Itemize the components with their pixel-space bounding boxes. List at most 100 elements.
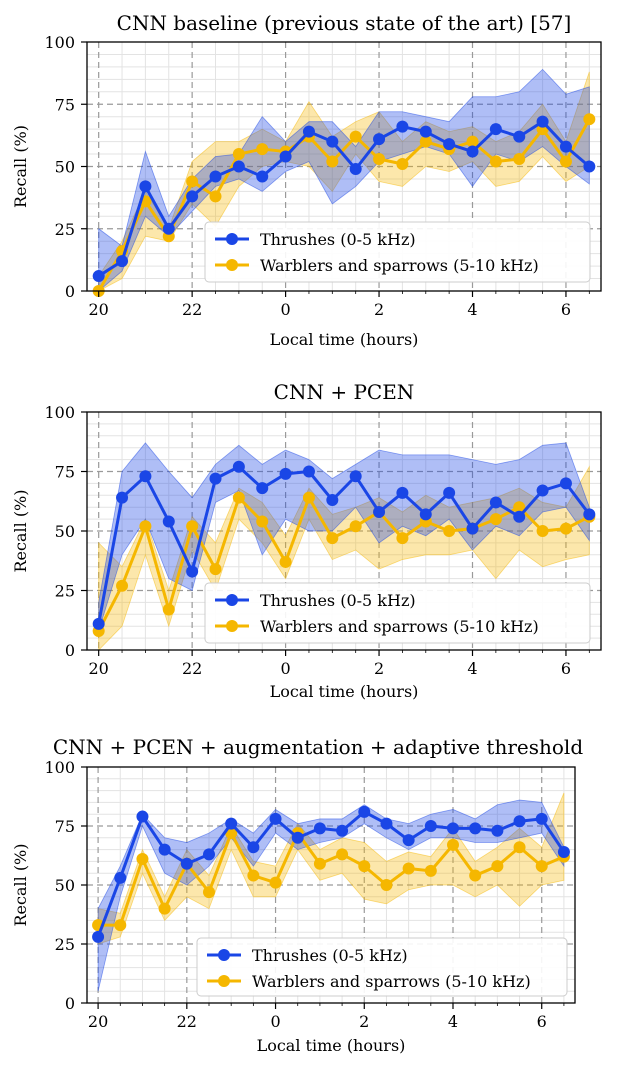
x-tick-label: 0 [280, 300, 290, 319]
data-point-thrushes [358, 805, 371, 818]
data-point-thrushes [557, 845, 570, 858]
data-point-warblers [513, 153, 526, 166]
x-axis-label: Local time (hours) [270, 682, 419, 701]
chart-title: CNN + PCEN + augmentation + adaptive thr… [53, 735, 583, 759]
data-point-warblers [491, 860, 504, 873]
data-point-thrushes [424, 820, 437, 832]
data-point-thrushes [269, 812, 282, 825]
series-line-warblers [97, 496, 590, 632]
data-point-thrushes [326, 135, 339, 148]
data-point-warblers [513, 841, 526, 854]
legend-marker [226, 620, 238, 632]
data-point-warblers [396, 532, 409, 545]
data-point-thrushes [136, 810, 149, 823]
data-point-thrushes [491, 824, 504, 837]
data-point-warblers [373, 153, 386, 166]
data-point-thrushes [232, 160, 245, 173]
data-point-thrushes [92, 270, 105, 283]
legend-box [196, 937, 568, 997]
data-point-thrushes [373, 133, 386, 146]
data-point-thrushes [203, 848, 215, 861]
legend-marker [226, 233, 238, 245]
data-point-thrushes [162, 515, 175, 528]
data-point-thrushes [114, 871, 127, 884]
chart-panel-1: 20 22 0 2 4 6 0 25 50 75 100 CNN baseline (previous… [11, 11, 602, 349]
data-point-warblers [203, 886, 215, 899]
data-point-warblers [424, 864, 437, 877]
legend-label: Thrushes (0-5 kHz) [260, 230, 416, 249]
data-point-warblers [419, 135, 432, 148]
x-axis-label: Local time (hours) [257, 1036, 406, 1055]
legend-marker [226, 594, 238, 606]
data-point-warblers [489, 513, 502, 526]
data-point-warblers [136, 853, 149, 866]
x-tick-label: 6 [537, 1012, 547, 1031]
y-tick-label: 100 [44, 33, 75, 52]
confidence-band-warblers [98, 465, 590, 651]
data-point-warblers [349, 130, 362, 143]
x-tick-label: 6 [561, 300, 571, 319]
data-point-thrushes [443, 486, 456, 499]
data-point-thrushes [186, 565, 199, 578]
data-point-thrushes [326, 494, 339, 507]
data-point-warblers [256, 143, 269, 156]
y-tick-label: 0 [65, 282, 75, 301]
data-point-thrushes [583, 508, 596, 521]
data-point-warblers [209, 190, 222, 203]
data-point-warblers [302, 491, 315, 504]
y-tick-label: 25 [55, 935, 75, 954]
y-tick-label: 100 [44, 403, 75, 422]
series-line-thrushes [97, 120, 591, 278]
data-point-thrushes [513, 815, 526, 828]
data-point-thrushes [247, 841, 260, 854]
data-point-thrushes [559, 140, 572, 153]
data-point-thrushes [443, 138, 456, 151]
data-point-thrushes [466, 145, 479, 158]
x-tick-label: 20 [89, 659, 109, 678]
x-tick-label: 20 [89, 300, 109, 319]
data-point-thrushes [180, 857, 193, 870]
legend-label: Thrushes (0-5 kHz) [252, 946, 408, 965]
data-point-warblers [162, 603, 175, 616]
data-point-thrushes [513, 130, 526, 143]
data-point-warblers [513, 501, 526, 514]
legend-label: Thrushes (0-5 kHz) [260, 591, 416, 610]
data-point-warblers [186, 175, 199, 188]
data-point-thrushes [302, 125, 315, 138]
data-point-thrushes [513, 510, 526, 523]
y-tick-label: 0 [65, 994, 75, 1013]
x-tick-label: 22 [177, 1012, 197, 1031]
x-tick-label: 2 [359, 1012, 369, 1031]
legend-label: Warblers and sparrows (5-10 kHz) [260, 617, 539, 636]
x-tick-label: 22 [182, 300, 202, 319]
data-point-thrushes [209, 170, 222, 183]
y-tick-label: 50 [55, 158, 75, 177]
y-tick-label: 75 [55, 817, 75, 836]
data-point-thrushes [396, 486, 409, 499]
data-point-warblers [247, 869, 260, 882]
data-point-thrushes [559, 477, 572, 490]
legend-marker [226, 259, 238, 271]
y-tick-label: 75 [55, 463, 75, 482]
legend-marker [218, 949, 230, 961]
data-point-warblers [466, 135, 479, 148]
data-point-thrushes [225, 817, 238, 830]
data-point-warblers [116, 579, 129, 592]
legend: Thrushes (0-5 kHz) Warblers and sparrows … [196, 937, 568, 997]
data-point-thrushes [535, 812, 548, 825]
data-point-thrushes [396, 120, 409, 133]
y-tick-label: 50 [55, 522, 75, 541]
data-point-thrushes [209, 472, 222, 485]
data-point-thrushes [419, 125, 432, 138]
x-tick-label: 20 [88, 1012, 108, 1031]
data-point-warblers [232, 148, 245, 161]
data-point-thrushes [349, 162, 362, 175]
legend-box [204, 582, 591, 644]
data-point-warblers [559, 155, 572, 168]
legend: Thrushes (0-5 kHz) Warblers and sparrows … [204, 582, 591, 644]
legend-label: Warblers and sparrows (5-10 kHz) [260, 256, 539, 275]
data-point-thrushes [92, 617, 105, 630]
y-tick-label: 25 [55, 582, 75, 601]
